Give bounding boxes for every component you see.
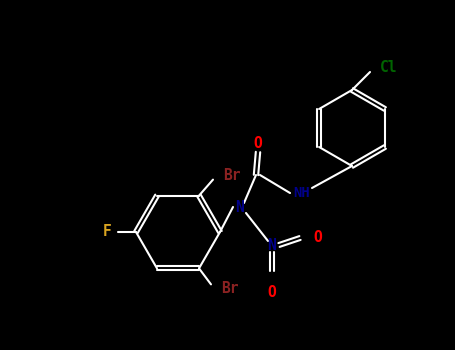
Text: O: O — [313, 231, 322, 245]
Text: N: N — [268, 238, 276, 252]
Text: Br: Br — [223, 168, 241, 183]
Text: NH: NH — [293, 186, 310, 200]
Text: Br: Br — [221, 281, 238, 296]
Text: Cl: Cl — [380, 61, 398, 76]
Text: O: O — [268, 285, 276, 300]
Text: N: N — [236, 199, 244, 215]
Text: F: F — [102, 224, 111, 239]
Text: O: O — [253, 135, 263, 150]
